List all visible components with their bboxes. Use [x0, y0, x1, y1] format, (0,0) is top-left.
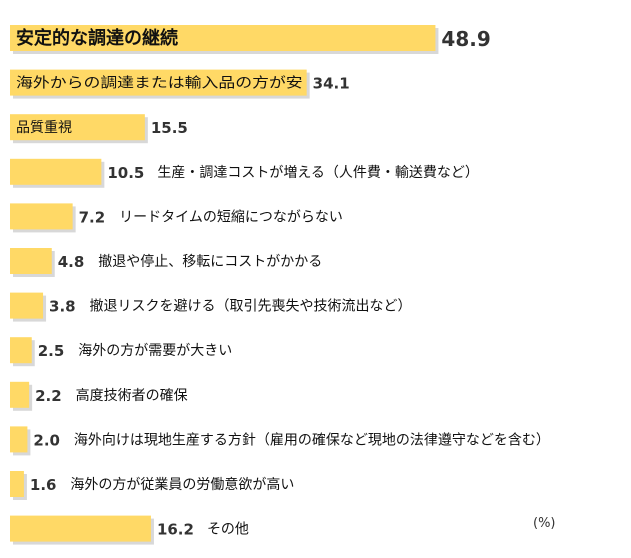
bar	[10, 381, 30, 408]
category-label: 撤退や停止、移転にコストがかかる	[98, 253, 322, 270]
value-label: 10.5	[107, 164, 144, 182]
bars-group	[10, 25, 439, 545]
category-label: 安定的な調達の継続	[16, 27, 178, 49]
value-label: 7.2	[79, 208, 106, 226]
bar	[10, 69, 307, 96]
category-label: 品質重視	[16, 120, 72, 136]
bar	[10, 114, 145, 141]
category-label: その他	[207, 522, 249, 538]
bar	[10, 292, 44, 319]
category-label: 撤退リスクを避ける（取引先喪失や技術流出など）	[90, 299, 412, 315]
category-label: 高度技術者の確保	[76, 387, 188, 404]
value-label: 1.6	[30, 476, 57, 494]
category-label: 海外の方が従業員の労働意欲が高い	[70, 476, 294, 493]
value-label: 15.5	[151, 119, 188, 137]
value-label: 34.1	[313, 75, 350, 93]
bar	[10, 25, 436, 51]
bar	[10, 158, 102, 185]
value-label: 2.5	[38, 342, 65, 360]
category-label: リードタイムの短縮につながらない	[119, 209, 343, 225]
category-label: 海外の方が需要が大きい	[78, 343, 232, 359]
value-label: 2.0	[33, 431, 60, 449]
value-label: 4.8	[58, 253, 85, 271]
bar	[10, 337, 32, 364]
value-label: 2.2	[35, 387, 62, 405]
bar	[10, 248, 52, 274]
bar	[10, 471, 24, 497]
value-label: 3.8	[49, 298, 76, 316]
value-label: 16.2	[157, 521, 194, 539]
bar	[10, 203, 73, 230]
bar	[10, 515, 151, 542]
category-label: 生産・調達コストが増える（人件費・輸送費など）	[157, 165, 479, 181]
value-label: 48.9	[441, 27, 490, 51]
category-label: 海外からの調達または輸入品の方が安	[16, 76, 303, 92]
unit-label: (%)	[533, 516, 556, 531]
category-label: 海外向けは現地生産する方針（雇用の確保など現地の法律遵守などを含む）	[74, 431, 550, 448]
labels-group: 48.9 安定的な調達の継続 34.1 海外からの調達または輸入品の方が安 15.5 品質…	[16, 27, 550, 539]
bar	[10, 426, 28, 453]
